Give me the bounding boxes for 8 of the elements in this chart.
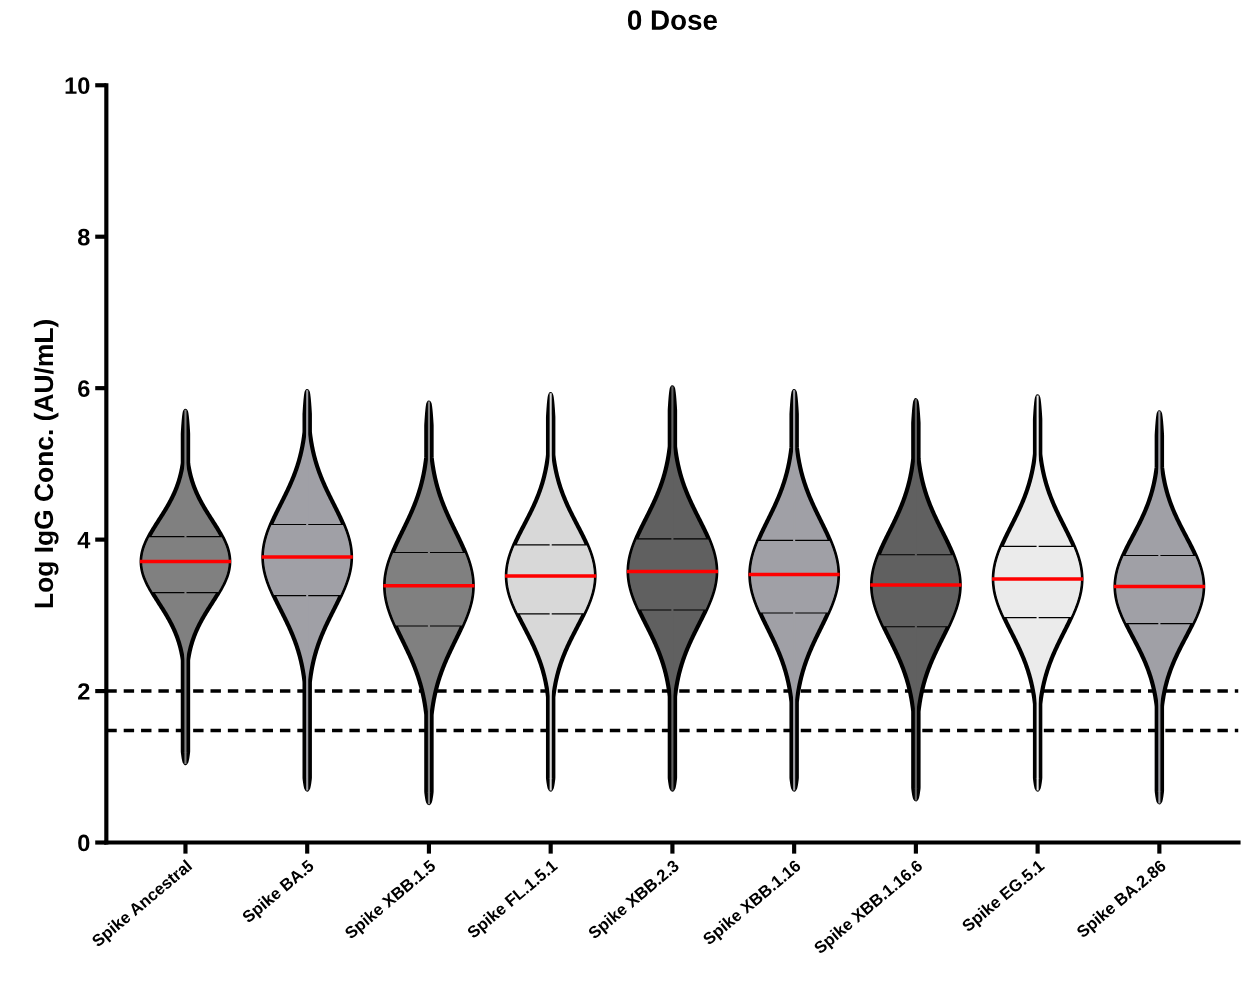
y-tick-label: 2: [78, 683, 90, 700]
y-tick-label: 0: [78, 834, 90, 852]
y-tick-label: 6: [78, 380, 90, 397]
y-tick-label: 4: [77, 531, 91, 549]
y-tick-label: 8: [77, 228, 90, 246]
y-axis-title: Log IgG Conc. (AU/mL): [33, 320, 59, 608]
y-tick-label: 10: [65, 77, 90, 95]
chart-title: 0 Dose: [627, 10, 718, 30]
